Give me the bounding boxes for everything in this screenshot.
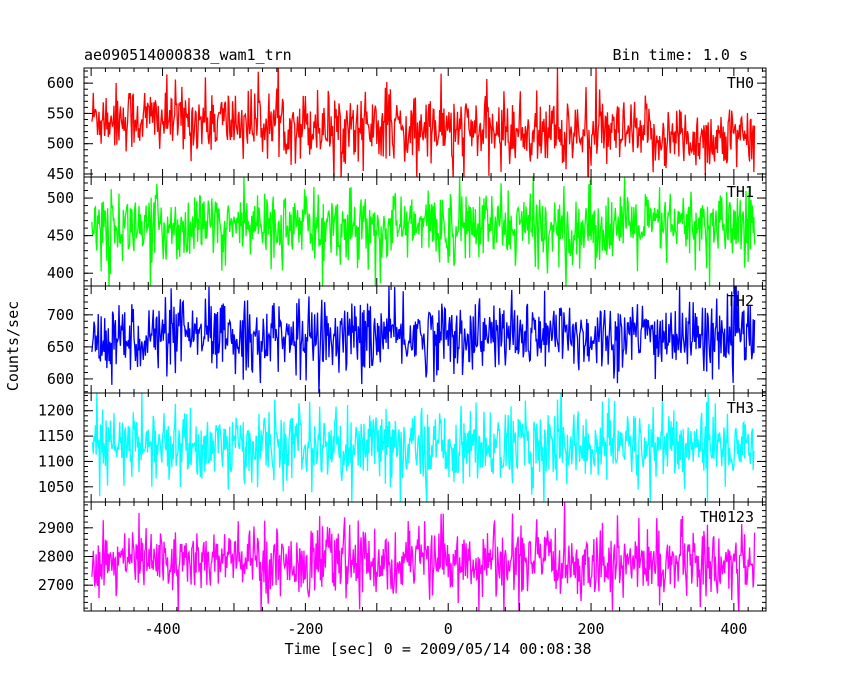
series-line-th0 bbox=[91, 68, 756, 177]
chart-title-right: Bin time: 1.0 s bbox=[613, 46, 748, 64]
y-tick-label: 1100 bbox=[38, 452, 74, 470]
y-tick-label: 450 bbox=[47, 165, 74, 183]
y-tick-label: 500 bbox=[47, 189, 74, 207]
series-label-th0123: TH0123 bbox=[700, 508, 754, 526]
panels: 450 500 550 600 TH0 400 450 500 TH1 600 650 700 TH2 1… bbox=[38, 67, 767, 638]
series-label-th2: TH2 bbox=[727, 292, 754, 310]
series-label-th0: TH0 bbox=[727, 74, 754, 92]
series-label-th3: TH3 bbox=[727, 399, 754, 417]
y-tick-label: 1050 bbox=[38, 478, 74, 496]
y-tick-label: 450 bbox=[47, 227, 74, 245]
y-tick-label: 2900 bbox=[38, 519, 74, 537]
x-tick-label: 0 bbox=[444, 620, 453, 638]
x-tick-label: 200 bbox=[577, 620, 604, 638]
y-tick-label: 550 bbox=[47, 104, 74, 122]
y-tick-label: 400 bbox=[47, 264, 74, 282]
y-tick-label: 2800 bbox=[38, 548, 74, 566]
y-tick-label: 600 bbox=[47, 74, 74, 92]
x-tick-label: -200 bbox=[287, 620, 323, 638]
y-tick-label: 650 bbox=[47, 338, 74, 356]
y-tick-label: 600 bbox=[47, 370, 74, 388]
y-tick-label: 700 bbox=[47, 306, 74, 324]
series-line-th0123 bbox=[91, 502, 756, 611]
x-axis-label: Time [sec] 0 = 2009/05/14 00:08:38 bbox=[284, 640, 591, 658]
y-tick-label: 500 bbox=[47, 135, 74, 153]
series-label-th1: TH1 bbox=[727, 183, 754, 201]
chart-title-left: ae090514000838_wam1_trn bbox=[84, 46, 292, 64]
x-tick-label: -400 bbox=[144, 620, 180, 638]
y-tick-label: 2700 bbox=[38, 576, 74, 594]
y-tick-label: 1150 bbox=[38, 427, 74, 445]
y-axis-label: Counts/sec bbox=[4, 301, 22, 391]
series-line-th2 bbox=[91, 286, 756, 393]
series-line-th3 bbox=[91, 393, 756, 502]
series-line-th1 bbox=[91, 177, 756, 286]
y-tick-label: 1200 bbox=[38, 402, 74, 420]
x-tick-label: 400 bbox=[720, 620, 747, 638]
